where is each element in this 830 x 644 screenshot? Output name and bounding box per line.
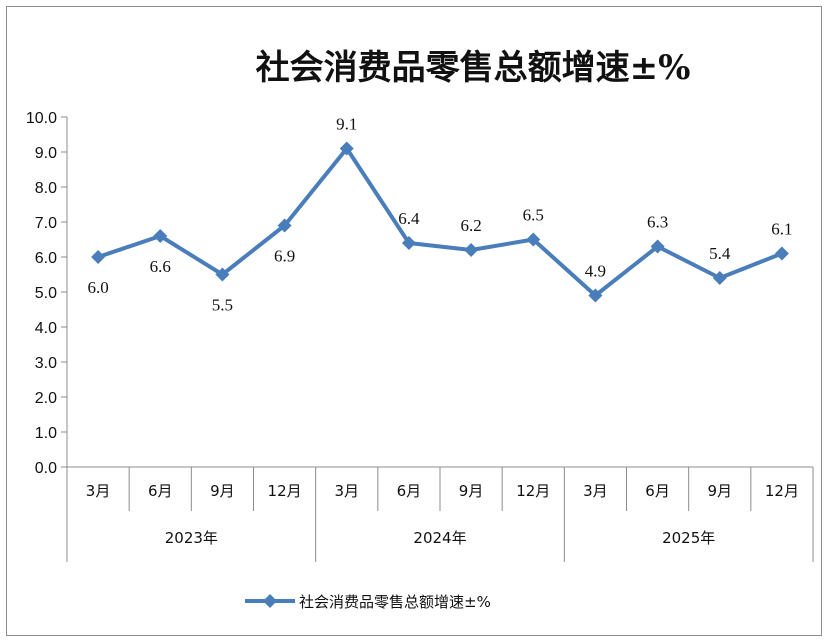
y-tick-label: 0.0 bbox=[35, 460, 57, 477]
y-tick-label: 4.0 bbox=[35, 320, 57, 337]
x-group-label: 2023年 bbox=[165, 529, 218, 547]
data-point-marker bbox=[277, 218, 292, 233]
data-point-marker bbox=[153, 229, 168, 243]
data-label: 9.1 bbox=[336, 115, 357, 134]
chart-title: 社会消费品零售总额增速±% bbox=[256, 48, 691, 88]
legend: 社会消费品零售总额增速±% bbox=[245, 593, 491, 611]
y-tick-label: 2.0 bbox=[35, 390, 57, 407]
y-tick-label: 7.0 bbox=[35, 215, 57, 232]
y-tick-label: 10.0 bbox=[26, 110, 57, 127]
x-tick-label: 3月 bbox=[583, 482, 608, 500]
x-tick-label: 6月 bbox=[397, 482, 422, 500]
y-tick-label: 5.0 bbox=[35, 285, 57, 302]
x-tick-label: 12月 bbox=[516, 482, 550, 500]
legend-marker bbox=[263, 594, 277, 608]
x-group-label: 2024年 bbox=[413, 529, 466, 547]
y-tick-label: 9.0 bbox=[35, 145, 57, 162]
data-point-marker bbox=[588, 288, 603, 303]
x-tick-label: 12月 bbox=[268, 482, 302, 500]
data-label: 6.6 bbox=[150, 257, 171, 276]
data-point-marker bbox=[401, 236, 416, 250]
x-tick-label: 6月 bbox=[148, 482, 173, 500]
x-tick-label: 9月 bbox=[707, 482, 732, 500]
data-point-marker bbox=[215, 267, 230, 282]
x-tick-label: 3月 bbox=[334, 482, 359, 500]
data-label: 5.5 bbox=[212, 296, 233, 315]
x-tick-label: 6月 bbox=[645, 482, 670, 500]
data-label: 6.0 bbox=[87, 278, 108, 297]
legend-label: 社会消费品零售总额增速±% bbox=[299, 593, 491, 611]
y-tick-label: 8.0 bbox=[35, 180, 57, 197]
y-tick-label: 1.0 bbox=[35, 425, 57, 442]
line-chart: 社会消费品零售总额增速±% 0.0 1.0 2.0 3.0 4.0 5.0 6.0 7.0 8.… bbox=[26, 48, 814, 611]
x-tick-label: 12月 bbox=[765, 482, 799, 500]
x-tick-label: 3月 bbox=[86, 482, 111, 500]
data-label: 6.3 bbox=[647, 213, 668, 232]
y-tick-label: 6.0 bbox=[35, 250, 57, 267]
data-label: 6.9 bbox=[274, 247, 295, 266]
data-point-marker bbox=[91, 250, 106, 264]
series-line bbox=[97, 146, 783, 298]
data-point-marker bbox=[526, 232, 541, 247]
data-label: 4.9 bbox=[585, 262, 606, 281]
data-label: 6.4 bbox=[398, 209, 420, 228]
y-tick-label: 3.0 bbox=[35, 355, 57, 372]
data-label: 5.4 bbox=[709, 244, 731, 263]
data-label: 6.1 bbox=[771, 220, 792, 239]
data-label: 6.2 bbox=[460, 216, 481, 235]
x-tick-label: 9月 bbox=[210, 482, 235, 500]
x-tick-label: 9月 bbox=[459, 482, 484, 500]
data-point-marker bbox=[339, 141, 354, 156]
chart-frame: 社会消费品零售总额增速±% 0.0 1.0 2.0 3.0 4.0 5.0 6.0 7.0 8.… bbox=[6, 6, 822, 636]
data-point-marker bbox=[774, 246, 789, 261]
data-point-marker bbox=[712, 271, 727, 285]
data-point-marker bbox=[650, 239, 665, 254]
x-group-label: 2025年 bbox=[662, 529, 715, 547]
data-label: 6.5 bbox=[523, 206, 544, 225]
data-point-marker bbox=[464, 243, 479, 257]
